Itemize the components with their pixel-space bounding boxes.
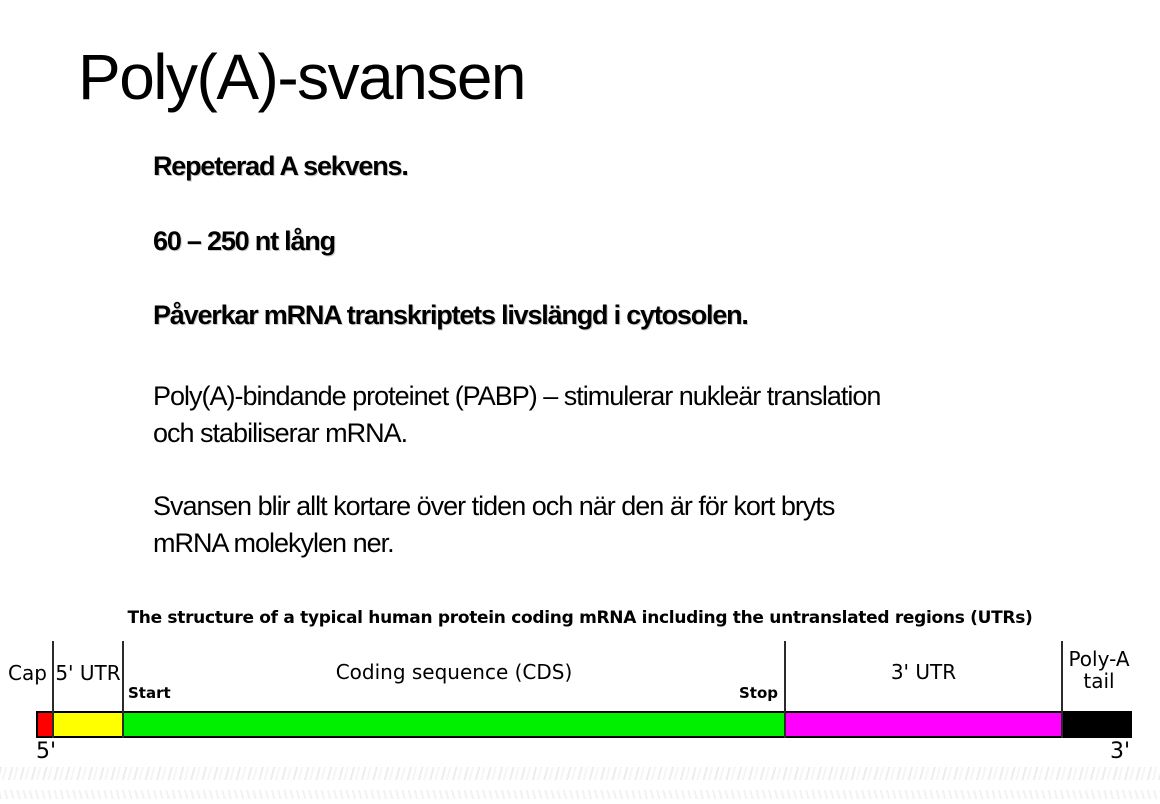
paragraph-length: 60 – 250 nt lång [153,226,336,256]
label-stop-codon: Stop [738,684,778,702]
label-start-codon: Start [128,684,171,702]
label-polya-tail: Poly-A tail [1068,647,1130,693]
segment-cds [123,713,785,736]
divider-cap-5utr [52,641,54,738]
divider-5utr-cds [122,641,124,738]
label-5-prime: 5' [36,739,57,764]
segment-5utr [53,713,123,736]
divider-3utr-polya [1061,641,1063,738]
paragraph-shortening: Svansen blir allt kortare över tiden och… [153,491,835,558]
diagram-title: The structure of a typical human protein… [127,608,1033,628]
torn-edge-texture-top [0,767,1160,780]
slide-title: Poly(A)-svansen [78,41,527,113]
paragraph-repeated-a: Repeterad A sekvens. [153,151,409,181]
label-5utr: 5' UTR [55,661,121,685]
segment-3utr [785,713,1062,736]
label-cds: Coding sequence (CDS) [335,660,573,684]
segment-cap [38,713,53,736]
divider-cds-3utr [784,641,786,738]
mrna-bar [36,711,1132,738]
label-cap: Cap [8,661,47,685]
torn-edge-texture-bottom [0,790,1160,799]
segment-polya-tail [1062,713,1130,736]
label-3utr: 3' UTR [890,660,957,684]
paragraph-lifespan: Påverkar mRNA transkriptets livslängd i … [153,300,749,330]
label-3-prime: 3' [1110,739,1131,764]
paragraph-pabp: Poly(A)-bindande proteinet (PABP) – stim… [153,381,881,448]
